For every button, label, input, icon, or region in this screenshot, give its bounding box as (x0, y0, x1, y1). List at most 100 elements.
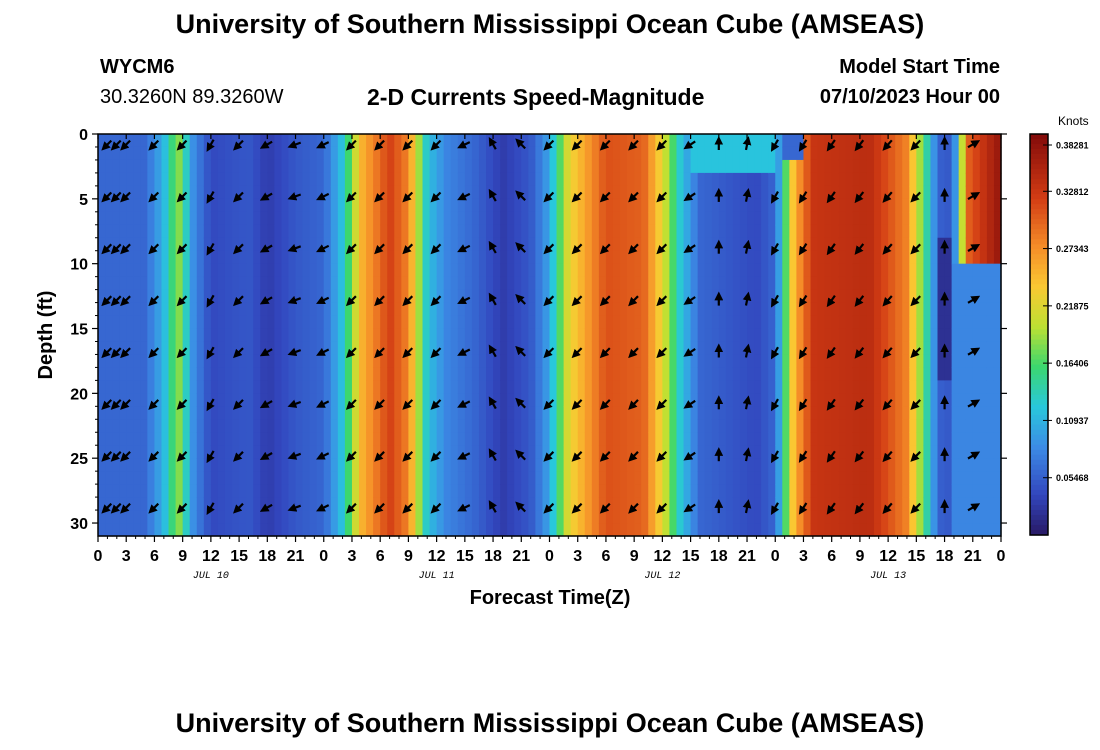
heatmap-cell (253, 185, 261, 200)
colorbar-segment (1030, 189, 1048, 195)
current-vector (402, 502, 414, 514)
heatmap-cell (676, 510, 685, 524)
heatmap-cell (577, 315, 586, 330)
heatmap-cell (683, 146, 692, 161)
current-vector (742, 239, 752, 254)
heatmap-cell (210, 523, 219, 537)
heatmap-cell (930, 289, 939, 304)
y-tick-label: 15 (70, 322, 88, 339)
heatmap-cell (993, 237, 1002, 252)
heatmap-cell (373, 406, 381, 420)
current-vector (683, 451, 696, 461)
heatmap-cell (563, 224, 572, 239)
heatmap-cell (196, 354, 205, 369)
heatmap-cell (810, 406, 819, 420)
colorbar-segment (1030, 524, 1048, 531)
heatmap-cell (323, 172, 332, 187)
heatmap-cell (203, 263, 212, 278)
heatmap-cell (916, 458, 924, 472)
heatmap-cell (725, 302, 734, 317)
heatmap-cell (725, 341, 734, 356)
heatmap-cell (493, 484, 501, 498)
heatmap-cell (147, 380, 156, 394)
heatmap-cell (316, 146, 325, 161)
heatmap-cell (881, 276, 889, 291)
heatmap-cell (909, 445, 917, 459)
heatmap-cell (478, 393, 487, 407)
heatmap-cell (422, 276, 431, 291)
heatmap-cell (422, 484, 431, 498)
heatmap-cell (570, 471, 579, 485)
heatmap-cell (824, 198, 833, 213)
heatmap-cell (140, 406, 148, 420)
heatmap-cell (965, 393, 974, 407)
heatmap-cell (612, 289, 621, 304)
heatmap-cell (796, 237, 805, 252)
heatmap-cell (175, 367, 184, 381)
heatmap-cell (281, 380, 290, 394)
heatmap-cell (563, 211, 572, 226)
heatmap-cell (224, 406, 233, 420)
heatmap-cell (224, 341, 233, 356)
heatmap-cell (436, 276, 445, 291)
heatmap-cell (902, 211, 910, 226)
heatmap-cell (119, 289, 127, 304)
heatmap-cell (443, 419, 452, 433)
heatmap-cell (930, 185, 939, 200)
heatmap-cell (690, 510, 699, 524)
heatmap-cell (951, 211, 960, 226)
heatmap-cell (189, 289, 198, 304)
heatmap-cell (916, 159, 924, 174)
heatmap-cell (478, 510, 487, 524)
heatmap-cell (683, 276, 692, 291)
heatmap-cell (598, 393, 607, 407)
current-vector (120, 139, 131, 151)
heatmap-cell (168, 315, 177, 330)
heatmap-cell (676, 211, 685, 226)
heatmap-cell (570, 393, 579, 407)
heatmap-cell (189, 523, 198, 537)
heatmap-cell (387, 523, 395, 537)
heatmap-cell (500, 471, 508, 485)
heatmap-cell (718, 224, 727, 239)
heatmap-cell (535, 237, 544, 252)
heatmap-cell (627, 315, 635, 330)
heatmap-cell (732, 224, 741, 239)
heatmap-cell (253, 302, 261, 317)
current-vector (543, 502, 555, 514)
heatmap-cell (168, 432, 177, 446)
heatmap-cell (993, 159, 1002, 174)
current-vector (770, 242, 780, 256)
heatmap-cell (993, 172, 1002, 187)
heatmap-cell (641, 393, 649, 407)
heatmap-cell (591, 341, 600, 356)
heatmap-cell (514, 159, 522, 174)
current-vector (967, 140, 981, 149)
heatmap-cell (789, 185, 798, 200)
heatmap-cell (937, 315, 946, 330)
heatmap-cell (810, 250, 819, 265)
heatmap-cell (380, 432, 388, 446)
heatmap-cell (711, 458, 720, 472)
heatmap-cell (105, 393, 113, 407)
current-vector (967, 451, 981, 460)
heatmap-cell (859, 458, 868, 472)
heatmap-cell (542, 237, 551, 252)
heatmap-cell (366, 185, 374, 200)
heatmap-cell (620, 250, 628, 265)
heatmap-cell (175, 237, 184, 252)
heatmap-cell (175, 302, 184, 317)
heatmap-cell (845, 250, 854, 265)
current-vector (148, 502, 160, 514)
heatmap-cell (112, 510, 120, 524)
heatmap-cell (514, 328, 522, 343)
heatmap-cell (457, 276, 466, 291)
heatmap-cell (711, 380, 720, 394)
heatmap-cell (260, 315, 268, 330)
heatmap-cell (528, 263, 536, 278)
heatmap-cell (986, 393, 995, 407)
heatmap-cell (232, 134, 240, 148)
heatmap-cell (309, 367, 318, 381)
heatmap-cell (323, 458, 332, 472)
heatmap-cell (584, 445, 593, 459)
